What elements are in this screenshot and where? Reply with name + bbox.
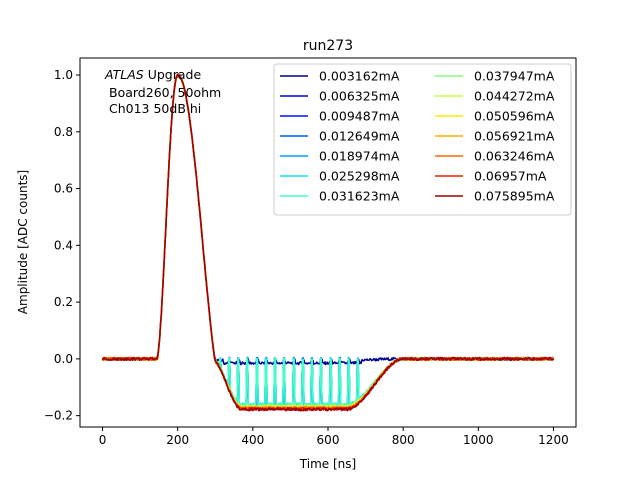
legend-label: 0.037947mA bbox=[474, 69, 555, 84]
legend-label: 0.06957mA bbox=[474, 169, 547, 184]
legend-frame bbox=[273, 63, 572, 216]
series-line bbox=[101, 73, 555, 412]
y-tick-label: 0.8 bbox=[54, 125, 73, 139]
annotation-atlas: ATLAS bbox=[104, 67, 144, 82]
annotation-upgrade: Upgrade bbox=[144, 67, 202, 82]
legend-label: 0.025298mA bbox=[319, 169, 400, 184]
annotation-line-2: Board260, 50ohm bbox=[109, 85, 221, 100]
legend-label: 0.009487mA bbox=[319, 109, 400, 124]
x-tick-label: 1200 bbox=[538, 433, 569, 447]
y-tick-label: 0.6 bbox=[54, 182, 73, 196]
legend-label: 0.075895mA bbox=[474, 189, 555, 204]
legend-label: 0.044272mA bbox=[474, 89, 555, 104]
x-axis: 0 200 400 600 800 1000 1200 bbox=[99, 427, 569, 447]
y-tick-label: 1.0 bbox=[54, 68, 73, 82]
legend-label: 0.018974mA bbox=[319, 149, 400, 164]
y-tick-label: 0.0 bbox=[54, 352, 73, 366]
annotation-line-3: Ch013 50dB hi bbox=[109, 101, 201, 116]
legend: 0.003162mA 0.006325mA 0.009487mA 0.012649mA… bbox=[273, 63, 572, 216]
legend-label: 0.031623mA bbox=[319, 189, 400, 204]
legend-label: 0.056921mA bbox=[474, 129, 555, 144]
legend-label: 0.050596mA bbox=[474, 109, 555, 124]
x-axis-label: Time [ns] bbox=[299, 457, 356, 471]
chart-title: run273 bbox=[303, 38, 353, 54]
legend-label: 0.012649mA bbox=[319, 129, 400, 144]
y-axis: −0.2 0.0 0.2 0.4 0.6 0.8 1.0 bbox=[44, 68, 80, 423]
y-tick-label: 0.4 bbox=[54, 238, 73, 252]
x-tick-label: 800 bbox=[392, 433, 415, 447]
y-tick-label: −0.2 bbox=[44, 409, 73, 423]
atlas-annotation: ATLAS Upgrade Board260, 50ohm Ch013 50dB… bbox=[104, 67, 221, 116]
series-group bbox=[101, 73, 555, 412]
legend-label: 0.063246mA bbox=[474, 149, 555, 164]
x-tick-label: 1000 bbox=[463, 433, 494, 447]
annotation-line-1: ATLAS Upgrade bbox=[104, 67, 201, 82]
legend-label: 0.003162mA bbox=[319, 69, 400, 84]
y-axis-label: Amplitude [ADC counts] bbox=[16, 170, 30, 314]
x-tick-label: 400 bbox=[241, 433, 264, 447]
legend-label: 0.006325mA bbox=[319, 89, 400, 104]
x-tick-label: 200 bbox=[166, 433, 189, 447]
x-tick-label: 0 bbox=[99, 433, 107, 447]
y-tick-label: 0.2 bbox=[54, 295, 73, 309]
x-tick-label: 600 bbox=[317, 433, 340, 447]
